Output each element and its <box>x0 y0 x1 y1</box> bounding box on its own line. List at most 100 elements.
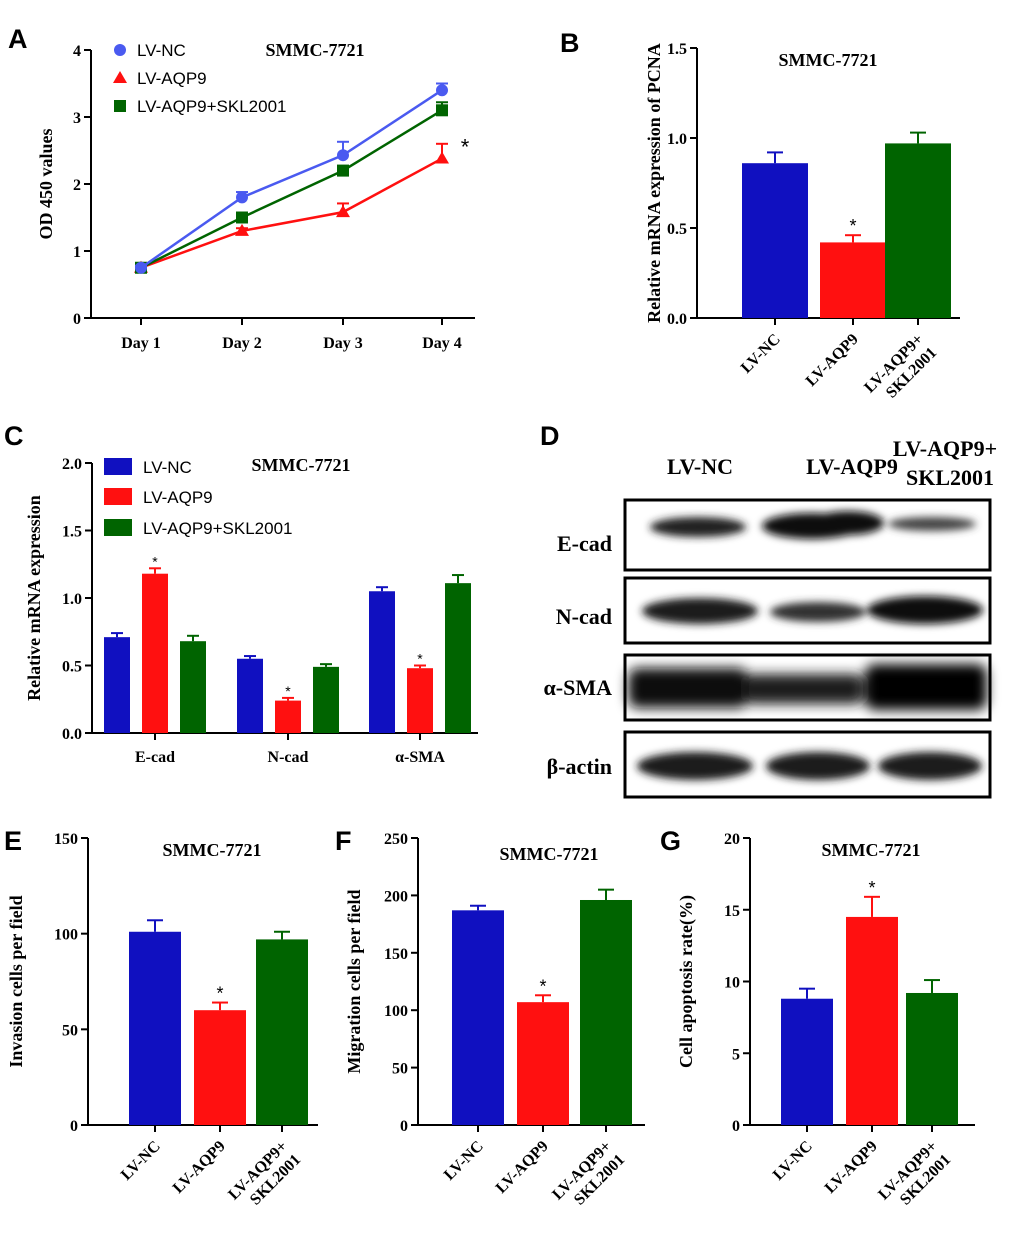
significance-star: * <box>216 984 223 1004</box>
y-tick-label: 1.0 <box>62 591 82 608</box>
wb-col-lv-aqp9-skl-line2: SKL2001 <box>906 465 994 490</box>
legend-marker <box>114 100 126 112</box>
chart-title: SMMC-7721 <box>163 840 262 860</box>
panel-letter-a: A <box>8 24 28 54</box>
y-tick-label: 1.0 <box>667 131 687 148</box>
x-tick-label: LV-NC <box>770 1138 816 1184</box>
legend-swatch <box>104 458 132 475</box>
x-tick-label: LV-NC <box>441 1138 487 1184</box>
x-tick-label: LV-AQP9+SKL2001 <box>875 1138 954 1217</box>
x-tick-label: LV-AQP9 <box>803 331 862 390</box>
bar <box>580 899 632 1125</box>
bar <box>313 666 339 733</box>
series-line <box>140 157 443 269</box>
bar <box>885 143 951 318</box>
data-point <box>337 149 349 162</box>
legend-label: LV-NC <box>143 458 192 477</box>
x-tick-label: LV-AQP9+SKL2001 <box>225 1138 304 1217</box>
legend-swatch <box>104 488 132 505</box>
panel-c-grouped-bar-chart: 0.0 0.5 1.0 1.5 2.0 Relative mRNA expression S… <box>24 455 478 766</box>
y-axis-title: OD 450 values <box>36 128 56 239</box>
bar <box>194 1010 246 1125</box>
y-tick-label: 50 <box>62 1022 78 1039</box>
y-tick-label: 2.0 <box>62 456 82 473</box>
x-tick-label: Day 2 <box>222 335 262 352</box>
y-axis-title: Relative mRNA expression of PCNA <box>644 43 664 323</box>
y-axis-title: Invasion cells per field <box>6 895 26 1067</box>
y-tick-label: 0 <box>70 1118 78 1135</box>
bar <box>256 939 308 1125</box>
legend-label: LV-AQP9 <box>143 488 213 507</box>
significance-star: * <box>868 878 875 898</box>
bar <box>781 998 833 1125</box>
x-tick-label: N-cad <box>268 749 309 766</box>
legend-marker <box>114 44 126 56</box>
y-tick-label: 100 <box>384 1003 408 1020</box>
y-tick-label: 0.0 <box>667 311 687 328</box>
data-point <box>337 164 349 177</box>
bar <box>820 242 886 318</box>
wb-bands-n-cad <box>642 596 983 624</box>
y-axis-title: Cell apoptosis rate(%) <box>676 895 697 1068</box>
legend-label: LV-NC <box>137 41 186 60</box>
significance-star: * <box>285 683 291 699</box>
wb-row-n-cad: N-cad <box>556 604 612 629</box>
wb-row-e-cad: E-cad <box>557 531 612 556</box>
wb-col-lv-nc: LV-NC <box>667 454 733 479</box>
y-axis-title: Relative mRNA expression <box>24 495 44 701</box>
chart-title: SMMC-7721 <box>500 844 599 864</box>
panel-g-bar-chart: 0 5 10 15 20 Cell apoptosis rate(%) SMMC-7721 L… <box>676 831 975 1217</box>
panel-letter-e: E <box>4 826 22 856</box>
y-tick-label: 20 <box>724 831 740 848</box>
data-point <box>436 84 448 97</box>
x-tick-label: Day 1 <box>121 335 161 352</box>
bar <box>846 916 898 1125</box>
bar <box>275 700 301 733</box>
y-tick-label: 50 <box>392 1061 408 1078</box>
chart-title: SMMC-7721 <box>822 840 921 860</box>
x-tick-label: α-SMA <box>395 749 445 766</box>
data-point <box>236 191 248 204</box>
y-tick-label: 1.5 <box>62 524 82 541</box>
chart-title: SMMC-7721 <box>266 40 365 60</box>
wb-col-lv-aqp9-skl-line1: LV-AQP9+ <box>893 436 997 461</box>
x-tick-label: LV-AQP9 <box>493 1138 552 1197</box>
data-point <box>236 211 248 224</box>
y-tick-label: 0.0 <box>62 726 82 743</box>
x-tick-label: LV-AQP9+SKL2001 <box>861 331 940 410</box>
bar <box>104 637 130 733</box>
wb-col-lv-aqp9: LV-AQP9 <box>806 454 898 479</box>
significance-star: * <box>539 976 546 996</box>
x-tick-label: LV-AQP9+SKL2001 <box>549 1138 628 1217</box>
bar <box>129 931 181 1125</box>
y-tick-label: 3 <box>73 110 81 127</box>
bar <box>369 591 395 733</box>
significance-star: * <box>849 216 856 236</box>
bar <box>742 163 808 318</box>
x-tick-label: E-cad <box>135 749 175 766</box>
y-axis-title: Migration cells per field <box>344 889 364 1073</box>
data-point <box>436 104 448 117</box>
wb-bands-beta-actin <box>637 752 982 780</box>
chart-title: SMMC-7721 <box>779 50 878 70</box>
panel-letter-f: F <box>335 826 352 856</box>
y-tick-label: 250 <box>384 831 408 848</box>
bar <box>180 641 206 733</box>
y-tick-label: 150 <box>384 946 408 963</box>
legend-marker <box>113 71 127 83</box>
series-line <box>140 109 443 269</box>
x-tick-label: LV-NC <box>738 331 784 377</box>
data-point <box>235 223 249 236</box>
panel-d-western-blot: LV-NC LV-AQP9 LV-AQP9+ SKL2001 E-cad N-c… <box>544 436 997 799</box>
bar <box>906 992 958 1125</box>
y-tick-label: 10 <box>724 975 740 992</box>
chart-title: SMMC-7721 <box>252 455 351 475</box>
bar <box>452 910 504 1125</box>
y-tick-label: 0.5 <box>62 659 82 676</box>
y-tick-label: 15 <box>724 903 740 920</box>
wb-bands-e-cad <box>650 511 976 539</box>
wb-row-alpha-sma: α-SMA <box>544 675 613 700</box>
legend-label: LV-AQP9 <box>137 69 207 88</box>
